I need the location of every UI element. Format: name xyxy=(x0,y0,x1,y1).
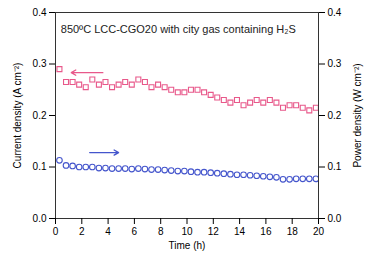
svg-text:0.3: 0.3 xyxy=(328,58,342,69)
svg-text:12: 12 xyxy=(208,226,220,237)
svg-text:0.2: 0.2 xyxy=(328,110,342,121)
svg-text:0.2: 0.2 xyxy=(33,110,47,121)
svg-text:0.4: 0.4 xyxy=(328,7,342,18)
svg-text:0.3: 0.3 xyxy=(33,58,47,69)
svg-text:850ºC LCC-CGO20 with city gas: 850ºC LCC-CGO20 with city gas containing… xyxy=(61,23,296,35)
svg-text:4: 4 xyxy=(105,226,111,237)
svg-text:0: 0 xyxy=(53,226,59,237)
svg-text:6: 6 xyxy=(132,226,138,237)
svg-text:8: 8 xyxy=(158,226,164,237)
svg-text:10: 10 xyxy=(181,226,193,237)
svg-text:Time (h): Time (h) xyxy=(169,240,206,251)
svg-text:Power density (W cm⁻²): Power density (W cm⁻²) xyxy=(352,63,363,167)
svg-text:0.4: 0.4 xyxy=(33,7,47,18)
svg-text:0.1: 0.1 xyxy=(328,161,342,172)
svg-text:2: 2 xyxy=(79,226,85,237)
svg-text:16: 16 xyxy=(260,226,272,237)
svg-text:0.0: 0.0 xyxy=(33,213,47,224)
svg-text:0.1: 0.1 xyxy=(33,161,47,172)
svg-text:18: 18 xyxy=(287,226,299,237)
svg-text:20: 20 xyxy=(313,226,325,237)
svg-text:14: 14 xyxy=(234,226,246,237)
svg-text:Current density (A cm⁻²): Current density (A cm⁻²) xyxy=(12,63,23,169)
svg-text:0.0: 0.0 xyxy=(328,213,342,224)
